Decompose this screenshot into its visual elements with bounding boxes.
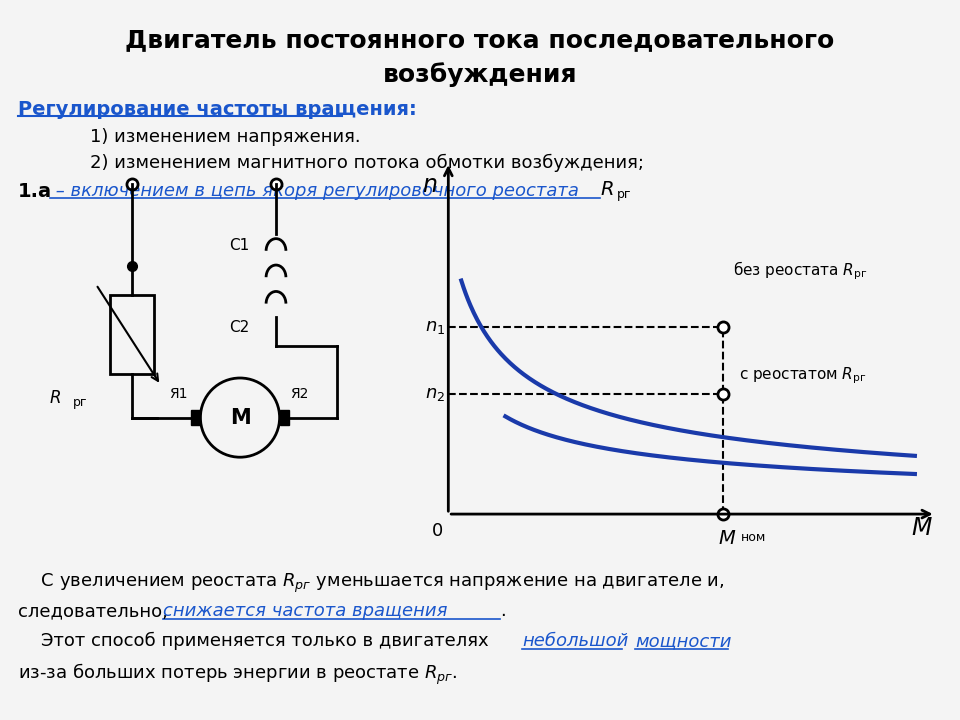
Text: следовательно,: следовательно, bbox=[18, 602, 174, 620]
Text: без реостата $R_{\mathrm{рг}}$: без реостата $R_{\mathrm{рг}}$ bbox=[733, 259, 868, 282]
Text: $M$: $M$ bbox=[911, 516, 933, 540]
Text: – включением в цепь якоря регулировочного реостата: – включением в цепь якоря регулировочног… bbox=[50, 182, 585, 200]
Text: $n_2$: $n_2$ bbox=[425, 385, 445, 403]
Text: $n_1$: $n_1$ bbox=[425, 318, 445, 336]
Text: Я1: Я1 bbox=[170, 387, 188, 401]
Text: .: . bbox=[500, 602, 506, 620]
Text: $R$: $R$ bbox=[600, 180, 613, 199]
Text: М: М bbox=[229, 408, 251, 428]
Text: рг: рг bbox=[73, 396, 87, 409]
Text: Двигатель постоянного тока последовательного: Двигатель постоянного тока последователь… bbox=[126, 28, 834, 52]
Bar bbox=[110, 295, 154, 374]
Text: 1.а: 1.а bbox=[18, 182, 52, 201]
Text: 0: 0 bbox=[432, 521, 444, 539]
Bar bbox=[279, 410, 289, 425]
Text: Я2: Я2 bbox=[290, 387, 308, 401]
Text: мощности: мощности bbox=[635, 632, 732, 650]
Text: снижается частота вращения: снижается частота вращения bbox=[163, 602, 447, 620]
Text: С2: С2 bbox=[229, 320, 250, 336]
Text: $R$: $R$ bbox=[49, 389, 61, 407]
Text: С увеличением реостата $R_{рг}$ уменьшается напряжение на двигателе и,: С увеличением реостата $R_{рг}$ уменьшае… bbox=[18, 572, 725, 595]
Text: рг: рг bbox=[617, 188, 632, 201]
Text: небольшой: небольшой bbox=[522, 632, 629, 650]
Text: 1) изменением напряжения.: 1) изменением напряжения. bbox=[90, 128, 361, 146]
Text: ном: ном bbox=[741, 531, 767, 544]
Text: из-за больших потерь энергии в реостате $R_{рг}$.: из-за больших потерь энергии в реостате … bbox=[18, 662, 458, 687]
Bar bbox=[191, 410, 201, 425]
Text: Этот способ применяется только в двигателях: Этот способ применяется только в двигате… bbox=[18, 632, 494, 650]
Text: $M$: $M$ bbox=[718, 529, 736, 548]
Text: возбуждения: возбуждения bbox=[383, 62, 577, 87]
Text: С1: С1 bbox=[229, 238, 250, 253]
Text: с реостатом $R_{\mathrm{рг}}$: с реостатом $R_{\mathrm{рг}}$ bbox=[738, 365, 866, 386]
Text: Регулирование частоты вращения:: Регулирование частоты вращения: bbox=[18, 100, 417, 119]
Text: $n$: $n$ bbox=[422, 174, 438, 197]
Text: 2) изменением магнитного потока обмотки возбуждения;: 2) изменением магнитного потока обмотки … bbox=[90, 154, 644, 172]
